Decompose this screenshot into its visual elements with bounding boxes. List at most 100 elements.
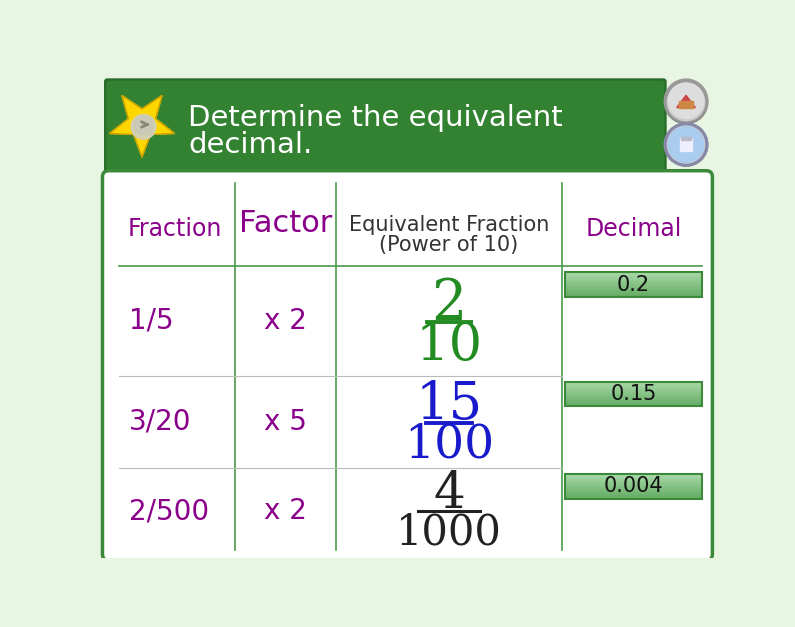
FancyBboxPatch shape — [104, 78, 667, 172]
Bar — [565, 399, 701, 400]
Text: 3/20: 3/20 — [129, 408, 192, 436]
Bar — [565, 474, 701, 498]
Polygon shape — [677, 95, 696, 108]
Bar — [565, 296, 701, 297]
Bar — [565, 400, 701, 401]
Bar — [565, 488, 701, 489]
Bar — [681, 137, 691, 140]
Bar — [565, 283, 701, 284]
Bar — [565, 293, 701, 294]
Bar — [565, 404, 701, 405]
Text: Equivalent Fraction: Equivalent Fraction — [349, 216, 549, 235]
Text: 15: 15 — [415, 379, 483, 430]
Bar — [565, 293, 701, 295]
Bar — [565, 477, 701, 478]
Bar — [565, 391, 701, 393]
Bar — [565, 475, 701, 476]
Bar — [565, 273, 701, 275]
Bar — [565, 495, 701, 497]
Text: 1000: 1000 — [396, 512, 502, 554]
Bar — [565, 280, 701, 282]
Bar — [565, 386, 701, 387]
Text: decimal.: decimal. — [188, 130, 312, 159]
Bar — [565, 279, 701, 280]
Circle shape — [669, 83, 704, 119]
Bar — [565, 487, 701, 488]
Bar — [565, 290, 701, 291]
Bar — [565, 493, 701, 494]
Bar — [565, 390, 701, 391]
Text: 0.2: 0.2 — [617, 275, 650, 295]
Bar — [565, 404, 701, 406]
Bar — [565, 393, 701, 394]
Bar — [565, 382, 701, 384]
FancyBboxPatch shape — [103, 171, 712, 561]
Bar — [679, 101, 693, 108]
Text: 1/5: 1/5 — [129, 307, 173, 335]
Text: 100: 100 — [404, 422, 494, 468]
Bar — [565, 487, 701, 488]
Bar — [565, 289, 701, 290]
Text: 4: 4 — [433, 470, 465, 519]
Bar — [565, 285, 701, 287]
FancyBboxPatch shape — [107, 81, 665, 170]
Bar — [565, 290, 701, 292]
Circle shape — [665, 81, 708, 124]
Text: 2: 2 — [431, 277, 467, 331]
Bar — [565, 295, 701, 297]
Bar — [565, 387, 701, 389]
Bar — [565, 287, 701, 288]
Bar — [565, 476, 701, 477]
Bar — [565, 406, 701, 407]
Bar — [565, 287, 701, 288]
Bar — [565, 276, 701, 277]
Bar — [565, 494, 701, 495]
Bar — [565, 272, 701, 297]
Text: Fraction: Fraction — [128, 217, 222, 241]
Bar — [565, 401, 701, 402]
Bar — [565, 497, 701, 498]
Bar — [565, 292, 701, 293]
Bar — [565, 483, 701, 484]
Bar — [565, 285, 701, 286]
Bar — [565, 403, 701, 404]
Bar — [565, 478, 701, 480]
Bar — [565, 489, 701, 490]
Bar — [565, 382, 701, 406]
Bar — [565, 490, 701, 492]
Text: 10: 10 — [415, 320, 483, 371]
Bar — [565, 395, 701, 396]
Bar — [565, 401, 701, 403]
Bar — [565, 481, 701, 482]
Bar — [565, 282, 701, 283]
Circle shape — [669, 127, 704, 162]
Text: Factor: Factor — [238, 209, 332, 238]
Bar — [565, 384, 701, 386]
Circle shape — [668, 84, 704, 120]
Bar — [565, 388, 701, 389]
Circle shape — [665, 79, 708, 122]
Bar — [565, 394, 701, 395]
Bar — [565, 389, 701, 390]
Bar — [565, 398, 701, 399]
Bar — [565, 282, 701, 283]
Bar — [565, 490, 701, 491]
Bar — [565, 385, 701, 386]
Bar — [565, 484, 701, 485]
Bar — [565, 480, 701, 481]
Bar — [565, 482, 701, 483]
Bar — [565, 396, 701, 397]
Bar — [680, 139, 692, 150]
Text: 0.15: 0.15 — [610, 384, 657, 404]
Bar — [565, 275, 701, 276]
Bar — [565, 295, 701, 296]
Bar — [565, 284, 701, 285]
Bar — [565, 479, 701, 480]
Bar — [565, 492, 701, 493]
Bar — [565, 277, 701, 278]
Text: 2/500: 2/500 — [129, 497, 209, 525]
Bar — [565, 288, 701, 289]
Bar — [565, 398, 701, 399]
Bar — [565, 485, 701, 487]
Circle shape — [131, 115, 156, 139]
